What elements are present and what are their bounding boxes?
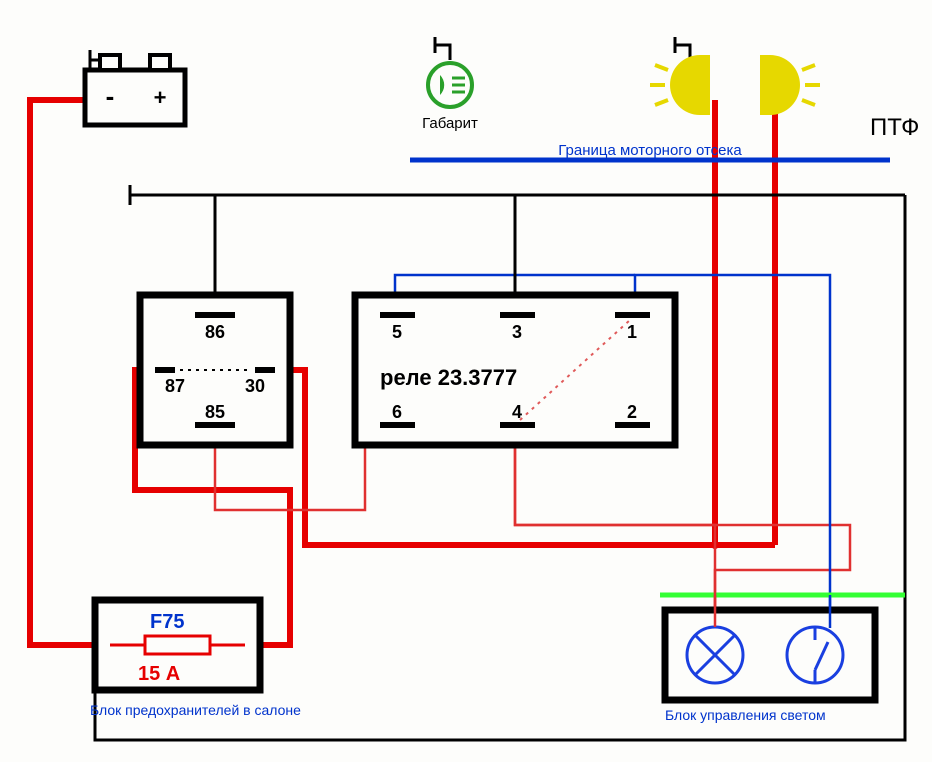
gabarit-indicator: [428, 63, 472, 107]
light-control-box: [665, 610, 875, 700]
relay2-pin-4: 4: [512, 402, 522, 422]
fuse-id: F75: [150, 611, 184, 633]
relay2-pin-5: 5: [392, 322, 402, 342]
fuse-block-label: Блок предохранителей в салоне: [90, 702, 301, 718]
light-block-label: Блок управления светом: [665, 707, 826, 723]
fuse-amp: 15 А: [138, 663, 180, 685]
relay2-pin-6: 6: [392, 402, 402, 422]
relay2-pin-2: 2: [627, 402, 637, 422]
ptf-lamp-right: [760, 55, 820, 115]
svg-text:+: +: [154, 85, 167, 110]
svg-text:-: -: [106, 81, 115, 111]
relay1-pin-30: 30: [245, 376, 265, 396]
ptf-lamp-left: [650, 55, 710, 115]
wiring-diagram: - +: [0, 0, 932, 762]
relay1-pin-87: 87: [165, 376, 185, 396]
relay1-pin-86: 86: [205, 322, 225, 342]
relay1-pin-85: 85: [205, 402, 225, 422]
wire-pin4-to-lamp: [515, 440, 850, 570]
relay-1: [140, 295, 290, 445]
label-gabarit: Габарит: [422, 115, 478, 132]
relay2-name: реле 23.3777: [380, 365, 517, 390]
battery-symbol: - +: [85, 55, 185, 125]
relay2-pin-3: 3: [512, 322, 522, 342]
label-border: Граница моторного отсека: [558, 142, 742, 159]
label-ptf: ПТФ: [870, 114, 919, 141]
relay2-pin-1: 1: [627, 322, 637, 342]
